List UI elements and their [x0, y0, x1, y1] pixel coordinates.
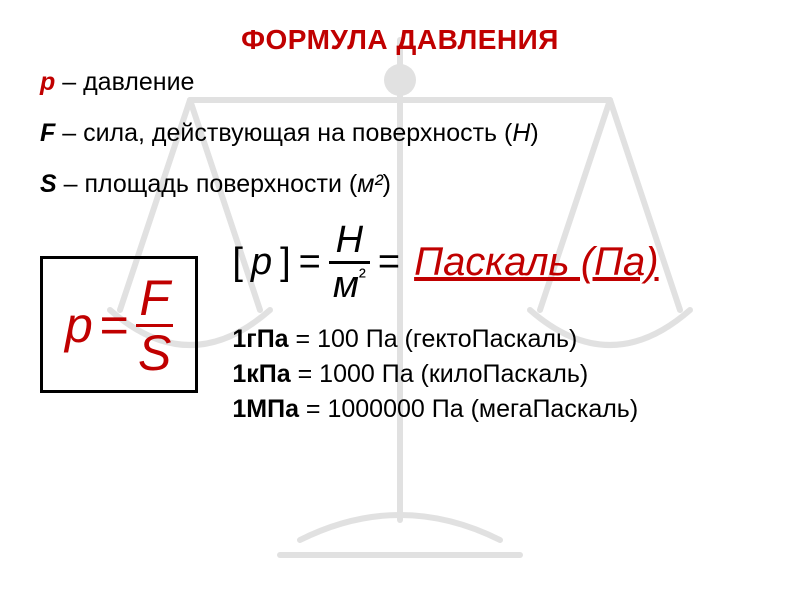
formula-eq: = — [99, 296, 128, 354]
def-p-symbol: p — [40, 68, 55, 96]
slide-content: ФОРМУЛА ДАВЛЕНИЯ p – давление F – сила, … — [0, 0, 800, 451]
formula-fraction: F S — [136, 273, 173, 378]
def-p: p – давление — [40, 68, 760, 97]
def-F-symbol: F — [40, 119, 55, 147]
pascal-label: Паскаль (Па) — [414, 240, 659, 285]
slide-title: ФОРМУЛА ДАВЛЕНИЯ — [40, 24, 760, 56]
dimension-fraction: Н м² — [329, 221, 370, 304]
dim-close: ] — [280, 241, 291, 284]
formula-row: p = F S [p] = Н м² = Паскаль (Па) — [40, 221, 760, 427]
def-S-text: – площадь поверхности ( — [57, 170, 358, 198]
def-F-text: – сила, действующая на поверхность ( — [55, 119, 512, 147]
formula-lhs: p — [65, 296, 93, 354]
dimension-row: [p] = Н м² = Паскаль (Па) — [232, 221, 658, 304]
def-S: S – площадь поверхности (м²) — [40, 170, 760, 199]
def-S-close: ) — [383, 170, 391, 198]
dim-open: [ — [232, 241, 243, 284]
dim-eq1: = — [299, 241, 321, 284]
unit-line-mpa: 1МПа = 1000000 Па (мегаПаскаль) — [232, 392, 658, 427]
unit-conversions: 1гПа = 100 Па (гектоПаскаль) 1кПа = 1000… — [232, 322, 658, 427]
unit-line-hpa: 1гПа = 100 Па (гектоПаскаль) — [232, 322, 658, 357]
formula-num: F — [137, 273, 172, 324]
formula-den: S — [136, 327, 173, 378]
dim-den: м² — [329, 264, 370, 304]
def-F: F – сила, действующая на поверхность (Н) — [40, 119, 760, 148]
unit-line-kpa: 1кПа = 1000 Па (килоПаскаль) — [232, 357, 658, 392]
def-p-text: – давление — [55, 68, 194, 96]
dim-eq2: = — [378, 241, 400, 284]
def-F-close: ) — [530, 119, 538, 147]
pressure-formula-box: p = F S — [40, 256, 198, 393]
dim-num: Н — [332, 221, 367, 261]
def-F-unit: Н — [512, 119, 530, 147]
dim-var: p — [251, 241, 272, 284]
def-S-symbol: S — [40, 170, 57, 198]
def-S-unit: м² — [357, 170, 382, 198]
right-column: [p] = Н м² = Паскаль (Па) 1гПа = 100 Па … — [232, 221, 658, 427]
